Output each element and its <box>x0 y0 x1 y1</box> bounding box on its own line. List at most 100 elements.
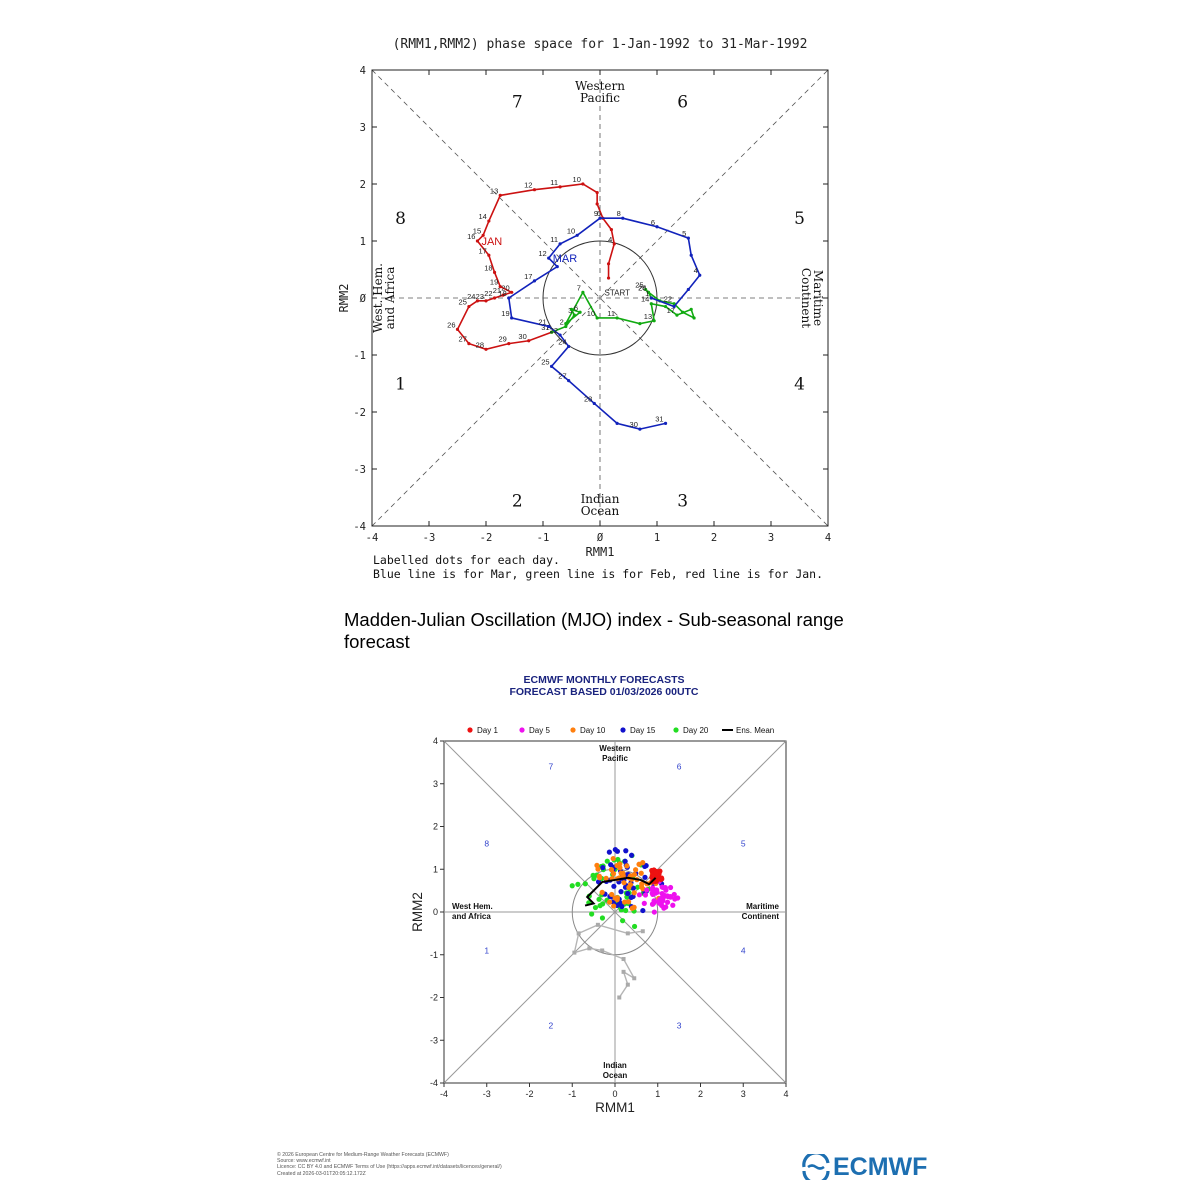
chart1-day-point <box>501 293 505 297</box>
chart1-phase-number: 3 <box>677 491 688 511</box>
chart1-day-point <box>455 327 460 331</box>
chart2-x-tick-label: 4 <box>783 1089 788 1099</box>
chart2-ensemble-member-day10 <box>631 871 638 878</box>
chart2-phase-number: 7 <box>549 762 554 772</box>
chart2-legend-dot <box>673 727 679 733</box>
chart1-day-point <box>689 253 693 257</box>
chart1-day-point <box>498 193 502 197</box>
chart1-day-point <box>487 219 491 223</box>
chart1-day-point <box>646 290 651 294</box>
chart2-ensemble-member-day20 <box>620 918 626 924</box>
chart2-ensemble-member-day10 <box>618 870 624 876</box>
chart1-day-label: 15 <box>473 226 481 235</box>
chart1-y-tick-label: -1 <box>353 350 366 362</box>
chart2-observed-point <box>625 931 630 936</box>
chart2-ensemble-mean-line <box>584 876 657 907</box>
chart2-ensemble-member-day5 <box>651 909 657 915</box>
chart2-region-label: West Hem. <box>452 902 493 911</box>
chart1-day-label: 6 <box>574 303 578 312</box>
chart2-ensemble-member-day10 <box>639 881 645 887</box>
chart1-day-label: 14 <box>479 212 487 221</box>
forecast-section-heading: Madden-Julian Oscillation (MJO) index - … <box>344 609 844 652</box>
credit-line: Source: www.ecmwf.int <box>277 1158 331 1165</box>
chart2-ensemble-member-day15 <box>625 890 631 897</box>
chart2-ensemble-member-day15 <box>611 883 617 889</box>
chart1-region-label: and Africa <box>383 267 397 330</box>
chart1-y-tick-label: -4 <box>353 521 366 533</box>
chart1-day-point <box>692 316 696 320</box>
chart2-ensemble-member-day5 <box>649 901 656 907</box>
chart2-phase-number: 5 <box>741 839 746 849</box>
chart2-ensemble-member-day5 <box>664 899 671 905</box>
chart1-day-point <box>578 310 582 314</box>
chart1-y-tick-label: 1 <box>360 236 366 248</box>
chart2-ensemble-member-day10 <box>595 866 601 872</box>
chart1-day-point <box>663 421 668 425</box>
chart2-x-tick-label: 1 <box>655 1089 660 1099</box>
chart1-day-point <box>672 304 676 309</box>
chart1-day-point <box>558 242 562 246</box>
chart2-ensemble-member-day5 <box>665 893 671 900</box>
chart2-y-tick-label: 2 <box>433 822 438 832</box>
chart1-day-label: 17 <box>524 272 532 281</box>
chart2-observed-point <box>625 982 630 987</box>
chart1-day-label: 6 <box>597 209 601 218</box>
chart1-day-label: 31 <box>655 414 663 423</box>
chart2-region-label: Ocean <box>603 1071 628 1080</box>
chart1-day-label: 29 <box>498 335 506 344</box>
chart2-ensemble-member-day5 <box>675 895 681 901</box>
chart1-y-tick-label: Ø <box>360 293 367 305</box>
ecmwf-logo: ECMWF <box>801 1152 927 1182</box>
chart1-day-point <box>615 316 619 320</box>
credit-line: © 2026 European Centre for Medium-Range … <box>277 1152 449 1158</box>
chart2-ensemble-member-day10 <box>599 889 605 895</box>
chart2-x-tick-label: -4 <box>440 1089 448 1099</box>
chart1-day-point <box>547 324 551 329</box>
chart1-day-label: 12 <box>524 181 532 190</box>
chart1-phase-number: 7 <box>512 92 523 112</box>
chart1-day-point <box>475 299 480 303</box>
chart2-region-label: Pacific <box>602 754 628 763</box>
chart2-region-label: Indian <box>603 1061 627 1070</box>
chart1-x-tick-label: -2 <box>480 532 493 544</box>
chart2-ensemble-member-day15 <box>614 848 621 854</box>
chart1-day-point <box>569 307 574 311</box>
chart1-day-point <box>575 233 579 237</box>
chart1-x-tick-label: -1 <box>537 532 550 544</box>
chart1-day-point <box>689 307 693 311</box>
chart1-region-label: Indian <box>581 492 620 506</box>
chart1-day-point <box>498 285 502 289</box>
chart1-day-label: 1 <box>645 289 649 298</box>
chart2-ensemble-member-day10 <box>633 867 639 873</box>
chart2-ensemble-member-day10 <box>603 875 609 881</box>
chart1-day-label: 24 <box>638 283 646 292</box>
chart2-ensemble-member-day15 <box>623 848 629 854</box>
chart1-start-label: START <box>605 289 631 298</box>
chart1-day-point <box>532 188 537 192</box>
chart2-observed-point <box>632 976 637 981</box>
chart1-x-tick-label: Ø <box>597 532 604 544</box>
chart1-region-label: Pacific <box>580 91 620 105</box>
chart1-day-label: 28 <box>476 340 484 349</box>
chart1-day-label: 22 <box>664 295 672 304</box>
chart2-y-tick-label: 4 <box>433 736 438 746</box>
chart1-y-tick-label: -2 <box>353 407 366 419</box>
chart1-day-point <box>581 290 585 294</box>
chart1-day-label: 21 <box>538 318 546 327</box>
chart2-ensemble-member-day10 <box>621 880 627 886</box>
chart2-ensemble-member-day15 <box>640 907 646 914</box>
chart1-day-point <box>595 190 599 195</box>
chart2-y-tick-label: 1 <box>433 864 438 874</box>
chart2-ensemble-member-day5 <box>671 891 677 898</box>
chart2-legend-label: Day 20 <box>683 726 709 735</box>
chart2-x-tick-label: 3 <box>741 1089 746 1099</box>
chart2-ensemble-member-day5 <box>641 900 647 906</box>
chart1-day-point <box>492 296 497 300</box>
chart1-day-label: 13 <box>490 186 498 195</box>
chart1-day-point <box>649 296 653 300</box>
chart1-phase-number: 8 <box>395 209 406 229</box>
chart2-ensemble-member-day15 <box>608 862 614 868</box>
chart2-legend-box <box>440 722 790 738</box>
chart1-y-tick-label: -3 <box>353 464 366 476</box>
